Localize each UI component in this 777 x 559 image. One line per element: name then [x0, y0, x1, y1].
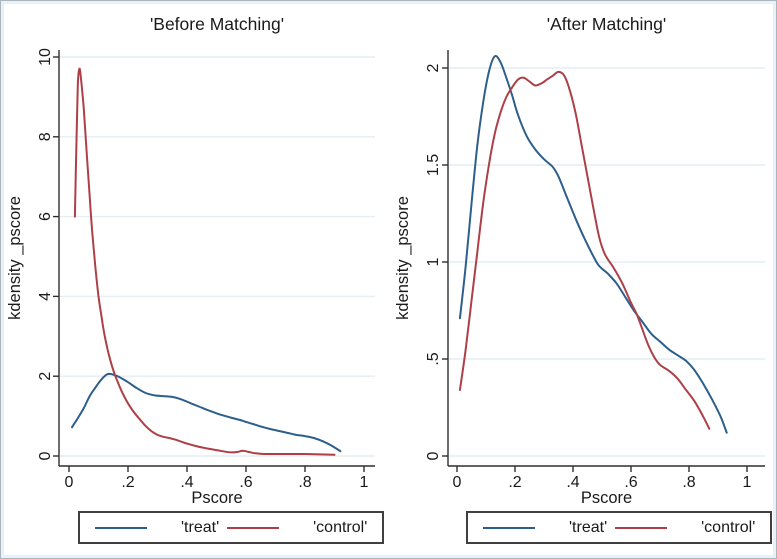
series-treat-curve — [71, 372, 342, 453]
chart-title: 'Before Matching' — [150, 14, 284, 34]
after-matching-chart: 0 .5 1 1.5 2 0 .2 .4 .6 .8 1 'After Matching' Pscore… — [394, 14, 765, 505]
treat-label: 'treat' — [181, 518, 220, 536]
legend-item-treat: 'treat' — [483, 519, 607, 537]
before-matching-chart: 0 2 4 6 8 10 0 .2 .4 .6 .8 1 'Before Matching' Pscore… — [6, 14, 375, 505]
legend-item-control: 'control' — [227, 519, 367, 537]
y-tick-label: 6 — [37, 212, 54, 221]
control-line-swatch — [227, 526, 280, 529]
y-tick-label: 2 — [37, 372, 54, 381]
chart-title: 'After Matching' — [547, 14, 667, 34]
treat-label: 'treat' — [569, 518, 608, 536]
before-matching-panel: 0 2 4 6 8 10 0 .2 .4 .6 .8 1 'Before Matching' Pscore… — [1, 6, 389, 544]
y-tick-label: 1.5 — [425, 154, 442, 176]
x-tick-label: .6 — [624, 474, 637, 491]
legend-item-control: 'control' — [615, 519, 755, 537]
y-tick-label: 4 — [37, 292, 54, 301]
x-tick-label: .4 — [566, 474, 579, 491]
y-tick-label: 0 — [37, 451, 54, 460]
series-treat-curve — [458, 55, 728, 434]
x-tick-label: .8 — [298, 474, 311, 491]
treat-line-swatch — [95, 526, 147, 529]
treat-line-swatch — [483, 526, 535, 529]
x-axis-label: Pscore — [581, 489, 632, 505]
y-tick-label: 10 — [37, 48, 54, 66]
x-tick-label: .6 — [239, 474, 252, 491]
y-tick-label: .5 — [425, 352, 442, 365]
y-tick-label: 1 — [425, 257, 442, 266]
before-matching-legend: 'treat' 'control' — [78, 511, 384, 544]
y-tick-label: 8 — [37, 132, 54, 141]
control-label: 'control' — [701, 518, 756, 536]
x-tick-label: 1 — [360, 474, 369, 491]
x-tick-label: .8 — [682, 474, 695, 491]
legend-item-treat: 'treat' — [95, 519, 219, 537]
x-tick-label: 0 — [453, 474, 462, 491]
x-tick-label: .2 — [508, 474, 521, 491]
y-axis-label: kdensity _pscore — [394, 196, 412, 320]
x-tick-label: 0 — [65, 474, 74, 491]
after-matching-legend: 'treat' 'control' — [466, 511, 772, 544]
x-tick-label: 1 — [743, 474, 752, 491]
y-axis-label: kdensity _pscore — [6, 196, 24, 320]
series-control-curve — [73, 67, 336, 456]
x-axis-label: Pscore — [191, 489, 242, 505]
x-tick-label: .4 — [180, 474, 193, 491]
y-tick-label: 0 — [425, 451, 442, 460]
series-control-curve — [458, 70, 711, 430]
x-tick-label: .2 — [121, 474, 134, 491]
y-tick-label: 2 — [425, 63, 442, 72]
control-label: 'control' — [313, 518, 368, 536]
control-line-swatch — [615, 526, 668, 529]
after-matching-panel: 0 .5 1 1.5 2 0 .2 .4 .6 .8 1 'After Matching' Pscore… — [389, 6, 777, 544]
